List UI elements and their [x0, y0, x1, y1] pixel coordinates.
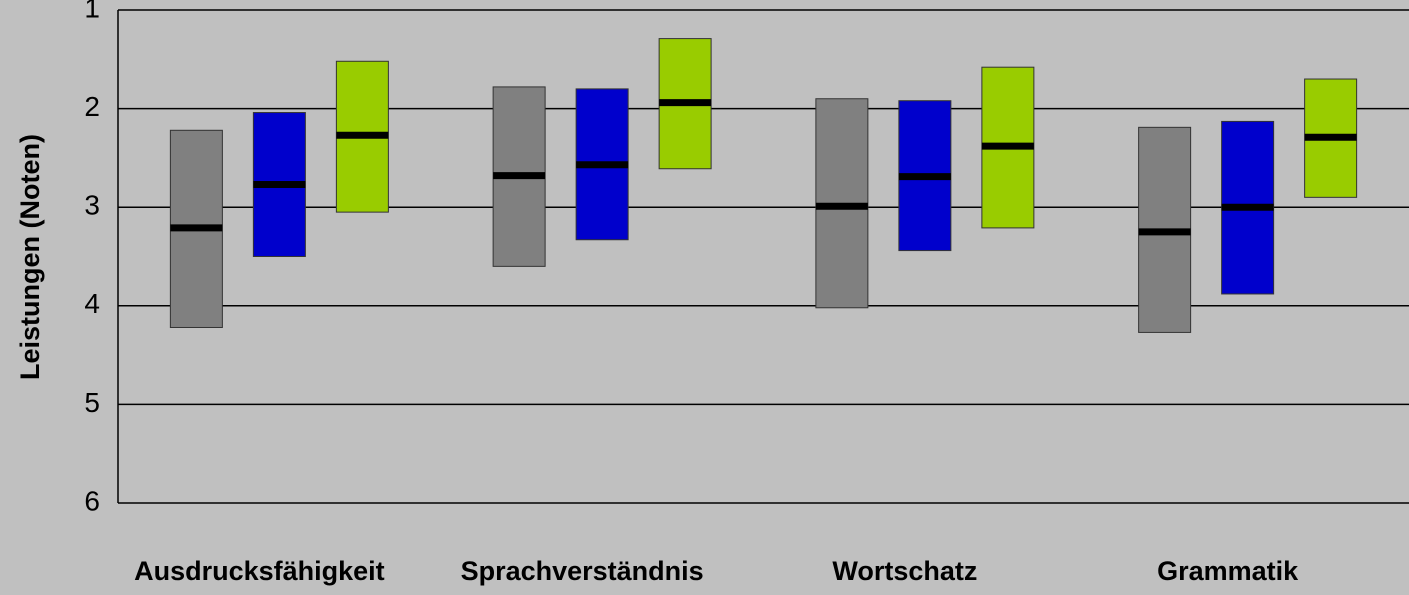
y-tick-label: 4 [84, 288, 100, 319]
y-tick-label: 5 [84, 387, 100, 418]
y-tick-label: 3 [84, 190, 100, 221]
y-tick-label: 6 [84, 485, 100, 516]
x-tick-label: Wortschatz [832, 556, 977, 586]
y-tick-label: 1 [84, 0, 100, 23]
x-tick-label: Ausdrucksfähigkeit [134, 556, 385, 586]
y-axis-title: Leistungen (Noten) [15, 134, 45, 380]
x-tick-label: Grammatik [1157, 556, 1299, 586]
y-tick-label: 2 [84, 91, 100, 122]
x-tick-label: Sprachverständnis [461, 556, 704, 586]
